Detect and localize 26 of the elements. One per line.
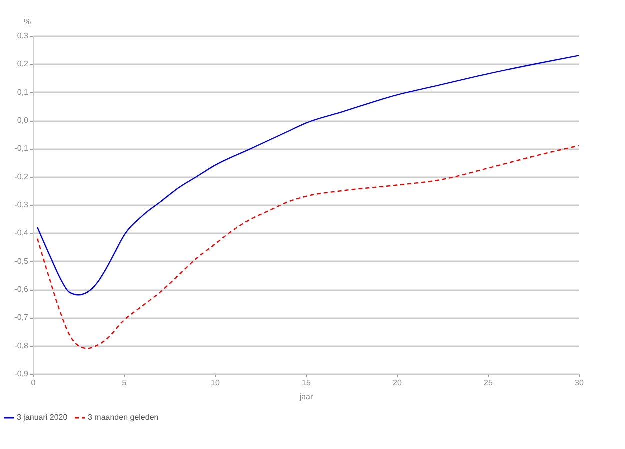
y-tick-label: -0,7	[14, 313, 30, 322]
y-axis-title: %	[24, 18, 32, 26]
y-tick-label: 0,3	[17, 32, 30, 40]
line-series	[36, 145, 580, 350]
x-tick-label: 30	[575, 378, 584, 388]
line-series	[36, 55, 580, 296]
y-tick-label: 0,1	[17, 88, 30, 97]
x-tick-label: 25	[484, 378, 494, 388]
y-tick-label: -0,3	[14, 200, 30, 210]
y-tick-label: -0,6	[14, 285, 30, 294]
legend-label: 3 maanden geleden	[88, 413, 159, 422]
x-tick-label: 10	[211, 378, 220, 388]
legend-label: 3 januari 2020	[17, 413, 68, 422]
x-axis-title: jaar	[298, 392, 314, 402]
y-tick-label: -0,5	[14, 256, 30, 266]
y-tick-label: -0,1	[14, 144, 30, 154]
x-tick-label: 20	[393, 378, 402, 388]
y-tick-label: -0,9	[14, 370, 30, 378]
y-tick-label: 0,0	[17, 116, 30, 125]
y-tick-label: -0,4	[14, 228, 30, 238]
y-tick-label: -0,8	[14, 341, 30, 350]
y-tick-label: 0,2	[17, 60, 30, 69]
y-tick-label: -0,2	[14, 172, 30, 182]
x-tick-label: 5	[122, 378, 128, 388]
x-tick-label: 0	[31, 378, 36, 388]
x-tick-label: 15	[302, 378, 312, 388]
